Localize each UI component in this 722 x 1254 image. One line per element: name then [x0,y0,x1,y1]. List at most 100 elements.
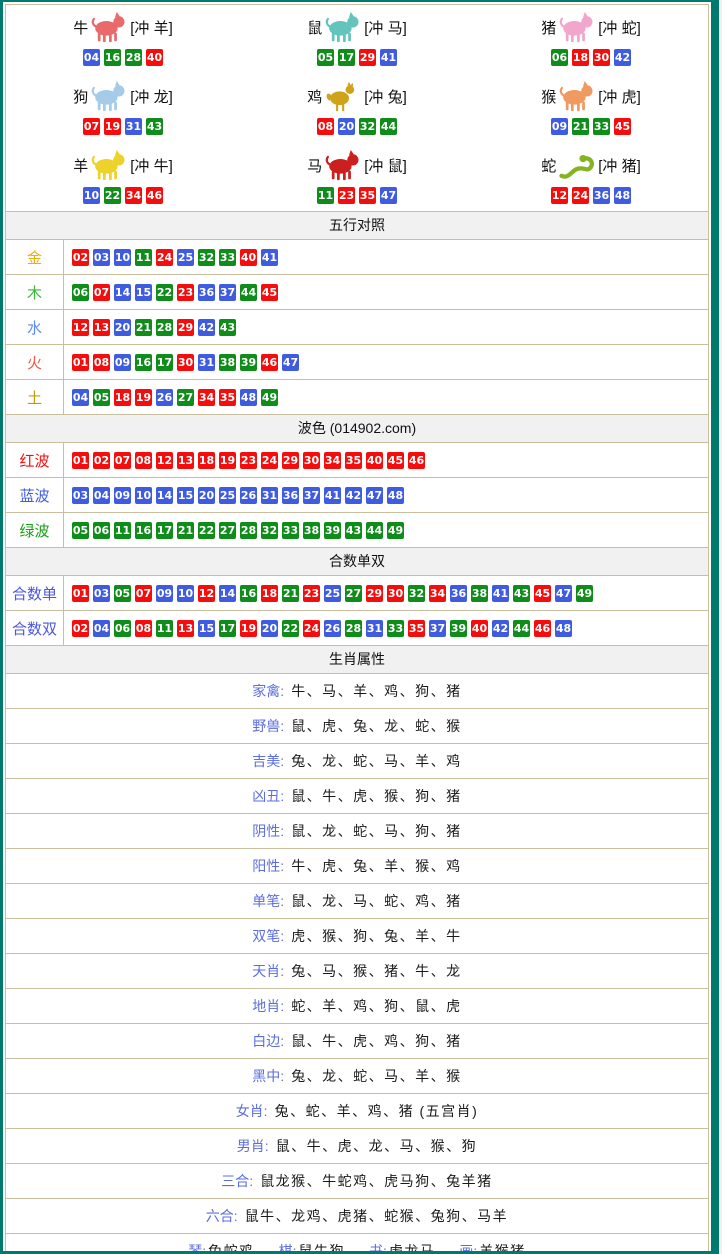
number-ball-08: 08 [317,117,334,135]
right-border [711,0,719,1254]
attribute-value-white-edge: 鼠、牛、虎、鸡、狗、猪 [291,1033,462,1049]
number-ball-19: 19 [104,117,121,135]
row-label-blue-wave: 蓝波 [6,478,64,512]
number-ball-06: 06 [114,619,131,637]
zodiac-title-rat: 鼠 [冲 马] [307,12,407,43]
number-ball-39: 39 [240,353,257,371]
zodiac-title-ox: 牛 [冲 羊] [73,12,173,43]
number-ball-45: 45 [614,117,631,135]
zodiac-title-pig: 猪 [冲 蛇] [541,12,641,43]
number-ball-49: 49 [261,388,278,406]
zodiac-clash-label: [冲 猪] [598,157,641,175]
zodiac-name: 牛 [73,20,89,38]
number-ball-44: 44 [366,521,383,539]
number-ball-41: 41 [492,584,509,602]
zodiac-cell-horse: 马 [冲 鼠] 11 23 35 47 [240,142,474,211]
number-ball-17: 17 [156,521,173,539]
zodiac-clash-grid: 牛 [冲 羊] 04 16 28 40 鼠 [冲 马] 05 17 29 41 猪 [冲 蛇] 06 18 30… [6,5,708,212]
row-label-fire: 火 [6,345,64,379]
number-ball-08: 08 [93,353,110,371]
number-ball-39: 39 [324,521,341,539]
number-ball-34: 34 [125,186,142,204]
attribute-label-male: 男肖: [236,1138,269,1154]
number-ball-30: 30 [177,353,194,371]
number-row-earth: 土 04 05 18 19 26 27 34 35 48 49 [6,380,708,415]
number-ball-11: 11 [317,186,334,204]
row-numbers-wood: 06 07 14 15 22 23 36 37 44 45 [64,275,278,309]
attribute-row-earth: 地肖: 蛇、羊、鸡、狗、鼠、虎 [6,989,708,1024]
attribute-row-six-harmony: 六合: 鼠牛、龙鸡、虎猪、蛇猴、兔狗、马羊 [6,1199,708,1234]
attribute-value-double-stroke: 虎、猴、狗、兔、羊、牛 [291,928,462,944]
art-label-book: 书: [369,1243,387,1254]
number-ball-42: 42 [345,486,362,504]
number-ball-15: 15 [177,486,194,504]
number-ball-48: 48 [387,486,404,504]
number-ball-29: 29 [359,49,376,67]
zodiac-name: 鼠 [307,20,323,38]
zodiac-cell-monkey: 猴 [冲 虎] 09 21 33 45 [474,74,708,143]
number-ball-03: 03 [72,486,89,504]
zodiac-cell-dog: 狗 [冲 龙] 07 19 31 43 [6,74,240,143]
number-row-wood: 木 06 07 14 15 22 23 36 37 44 45 [6,275,708,310]
zodiac-clash-label: [冲 龙] [130,88,173,106]
number-ball-22: 22 [104,186,121,204]
number-ball-30: 30 [387,584,404,602]
zodiac-name: 马 [307,157,323,175]
attribute-row-yang: 阳性: 牛、虎、兔、羊、猴、鸡 [6,849,708,884]
number-ball-04: 04 [72,388,89,406]
number-ball-31: 31 [198,353,215,371]
number-ball-22: 22 [198,521,215,539]
row-numbers-green-wave: 05 06 11 16 17 21 22 27 28 32 33 38 39 43 44 49 [64,513,404,547]
number-ball-14: 14 [114,283,131,301]
number-ball-06: 06 [72,283,89,301]
number-row-sum-even: 合数双 02 04 06 08 11 13 15 17 19 20 22 24 26 28 31 33 35 37 3… [6,611,708,646]
number-ball-10: 10 [114,248,131,266]
number-ball-37: 37 [219,283,236,301]
number-ball-11: 11 [135,248,152,266]
number-ball-05: 05 [317,49,334,67]
attribute-label-auspicious: 吉美: [252,753,285,769]
number-ball-05: 05 [72,521,89,539]
zodiac-name: 猪 [541,20,557,38]
number-ball-42: 42 [492,619,509,637]
number-ball-13: 13 [177,619,194,637]
rat-icon [325,12,359,43]
attribute-label-black-center: 黑中: [252,1068,285,1084]
number-ball-48: 48 [240,388,257,406]
zodiac-title-dog: 狗 [冲 龙] [73,80,173,112]
attribute-value-yang: 牛、虎、兔、羊、猴、鸡 [291,858,462,874]
number-row-sum-odd: 合数单 01 03 05 07 09 10 12 14 16 18 21 23 25 27 29 30 32 34 3… [6,576,708,611]
number-ball-09: 09 [114,353,131,371]
number-ball-21: 21 [177,521,194,539]
zodiac-numbers: 09 21 33 45 [551,117,631,135]
row-label-wood: 木 [6,275,64,309]
attribute-row-single-stroke: 单笔: 鼠、龙、马、蛇、鸡、猪 [6,884,708,919]
number-ball-43: 43 [219,318,236,336]
number-ball-11: 11 [156,619,173,637]
sections-container: 五行对照金 02 03 10 11 24 25 32 33 40 41 木 06 07 14 15 22 23 36… [6,212,708,1254]
row-label-sum-odd: 合数单 [6,576,64,610]
number-ball-25: 25 [219,486,236,504]
section-header-sum-odd-even: 合数单双 [6,548,708,576]
art-label-zither: 琴: [188,1243,207,1254]
number-ball-09: 09 [156,584,173,602]
number-ball-03: 03 [93,584,110,602]
number-ball-44: 44 [513,619,530,637]
zodiac-numbers: 10 22 34 46 [83,186,163,204]
zodiac-numbers: 08 20 32 44 [317,117,397,135]
number-ball-23: 23 [303,584,320,602]
left-border [0,0,3,1254]
number-ball-12: 12 [198,584,215,602]
number-row-blue-wave: 蓝波 03 04 09 10 14 15 20 25 26 31 36 37 41 42 47 48 [6,478,708,513]
number-ball-43: 43 [513,584,530,602]
number-ball-28: 28 [240,521,257,539]
attribute-row-auspicious: 吉美: 兔、龙、蛇、马、羊、鸡 [6,744,708,779]
number-ball-29: 29 [366,584,383,602]
number-ball-46: 46 [146,186,163,204]
number-ball-02: 02 [72,248,89,266]
number-ball-15: 15 [198,619,215,637]
number-ball-02: 02 [93,451,110,469]
number-ball-12: 12 [156,451,173,469]
attribute-label-yang: 阳性: [252,858,285,874]
monkey-icon [559,80,593,112]
